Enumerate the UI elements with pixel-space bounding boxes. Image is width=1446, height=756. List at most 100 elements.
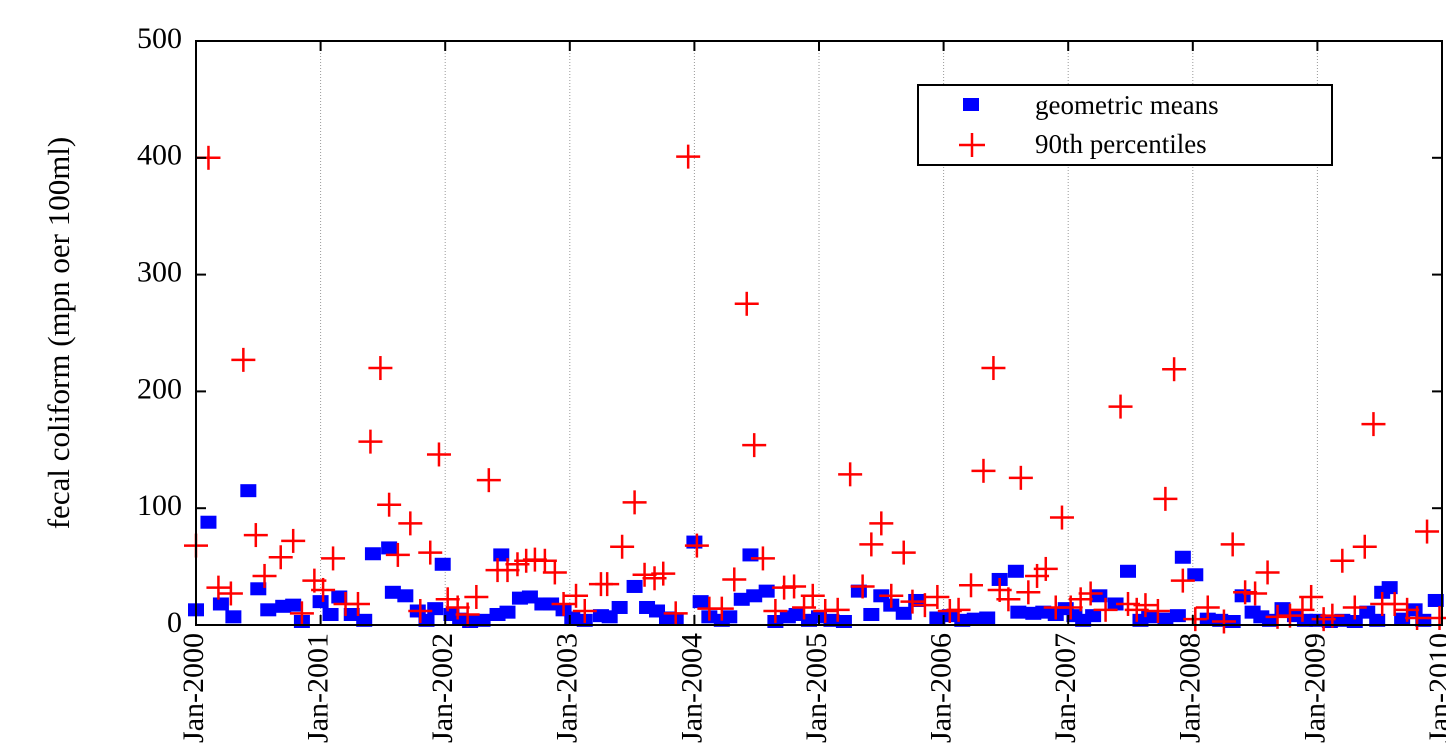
percentile-90-point bbox=[1162, 357, 1187, 382]
geometric-mean-point bbox=[434, 557, 451, 571]
percentile-90-point bbox=[311, 577, 336, 602]
percentile-90-point bbox=[281, 528, 306, 553]
y-tick-label: 200 bbox=[137, 372, 182, 405]
geometric-mean-point bbox=[212, 597, 229, 611]
legend-box bbox=[917, 84, 1333, 166]
geometric-mean-point bbox=[384, 585, 401, 599]
x-tick-label: Jan-2008 bbox=[1174, 633, 1207, 743]
percentile-90-point bbox=[345, 591, 370, 616]
percentile-90-point bbox=[358, 429, 383, 454]
percentile-90-point bbox=[398, 511, 423, 536]
percentile-90-point bbox=[476, 468, 501, 493]
percentile-90-point bbox=[709, 596, 734, 621]
percentile-90-point bbox=[946, 597, 971, 622]
percentile-90-point bbox=[838, 462, 863, 487]
percentile-90-point bbox=[551, 591, 576, 616]
percentile-90-point bbox=[610, 534, 635, 559]
percentile-90-point bbox=[1183, 607, 1208, 632]
geometric-mean-point bbox=[692, 595, 709, 609]
percentile-90-point bbox=[763, 598, 788, 623]
geometric-mean-point bbox=[1107, 597, 1124, 611]
percentile-90-point bbox=[385, 542, 410, 567]
legend-label-geometric-means: geometric means bbox=[1035, 90, 1219, 120]
percentile-90-point bbox=[243, 523, 268, 548]
geometric-mean-point bbox=[1169, 609, 1186, 623]
percentile-90-point bbox=[532, 548, 557, 573]
x-tick-label: Jan-2002 bbox=[426, 633, 459, 743]
percentile-90-point bbox=[1382, 591, 1407, 616]
geometric-mean-point bbox=[322, 607, 339, 621]
geometric-mean-point bbox=[200, 515, 217, 529]
percentile-90-point bbox=[734, 291, 759, 316]
percentile-90-point bbox=[1068, 587, 1093, 612]
percentile-90-point bbox=[676, 144, 701, 169]
percentile-90-point bbox=[1361, 412, 1386, 437]
geometric-mean-point bbox=[1334, 613, 1351, 627]
geometric-mean-point bbox=[1369, 613, 1386, 627]
percentile-90-point bbox=[1153, 486, 1178, 511]
geometric-mean-point bbox=[260, 603, 277, 617]
percentile-90-point bbox=[206, 575, 231, 600]
geometric-mean-point bbox=[823, 613, 840, 627]
percentile-90-point bbox=[925, 584, 950, 609]
percentile-90-point bbox=[722, 567, 747, 592]
percentile-90-point bbox=[377, 492, 402, 517]
geometric-mean-point bbox=[343, 607, 360, 621]
grid-lines bbox=[320, 41, 1318, 625]
percentile-90-point bbox=[1016, 580, 1041, 605]
percentile-90-point bbox=[218, 581, 243, 606]
percentile-90-point bbox=[900, 589, 925, 614]
percentile-90-point bbox=[622, 490, 647, 515]
geometric-mean-point bbox=[1381, 581, 1398, 595]
geometric-mean-point bbox=[1296, 613, 1313, 627]
percentile-90-point bbox=[1342, 595, 1367, 620]
geometric-mean-point bbox=[788, 607, 805, 621]
percentile-90-point bbox=[1290, 597, 1315, 622]
percentile-90-point bbox=[879, 583, 904, 608]
percentile-90-point bbox=[252, 563, 277, 588]
percentile-90-point bbox=[825, 597, 850, 622]
geometric-mean-point bbox=[611, 600, 628, 614]
percentile-90-point bbox=[408, 598, 433, 623]
geometric-mean-point bbox=[746, 589, 763, 603]
geometric-mean-point bbox=[250, 582, 267, 596]
geometric-mean-point bbox=[364, 547, 381, 561]
percentile-90-point bbox=[891, 540, 916, 565]
geometric-mean-point bbox=[1035, 605, 1052, 619]
legend-square-marker bbox=[963, 98, 979, 111]
percentile-90-point bbox=[564, 583, 589, 608]
x-tick-label: Jan-2006 bbox=[924, 633, 957, 743]
x-tick-label: Jan-2004 bbox=[675, 633, 708, 743]
geometric-mean-point bbox=[427, 602, 444, 616]
percentile-90-point bbox=[1277, 603, 1302, 628]
legend-label-90th-percentiles: 90th percentiles bbox=[1035, 129, 1207, 159]
percentile-90-point bbox=[1415, 519, 1440, 544]
percentile-90-point bbox=[1133, 593, 1158, 618]
x-tick-label: Jan-2001 bbox=[301, 633, 334, 743]
percentile-90-point bbox=[859, 532, 884, 557]
geometric-mean-point bbox=[895, 606, 912, 620]
percentile-90-point bbox=[996, 587, 1021, 612]
y-tick-label: 400 bbox=[137, 139, 182, 172]
geometric-mean-point bbox=[1174, 550, 1191, 564]
percentile-90-point bbox=[1008, 465, 1033, 490]
x-tick-label: Jan-2009 bbox=[1298, 633, 1331, 743]
legend: geometric means 90th percentiles bbox=[917, 84, 1333, 166]
geometric-mean-point bbox=[1120, 564, 1137, 578]
data-points bbox=[184, 144, 1446, 634]
y-tick-label: 100 bbox=[137, 489, 182, 522]
geometric-mean-point bbox=[474, 613, 491, 627]
percentile-90-point bbox=[1352, 534, 1377, 559]
y-tick-label: 300 bbox=[137, 255, 182, 288]
percentile-90-point bbox=[1220, 532, 1245, 557]
percentile-90-point bbox=[418, 540, 443, 565]
percentile-90-point bbox=[231, 347, 256, 372]
percentile-90-point bbox=[782, 574, 807, 599]
geometric-mean-point bbox=[543, 597, 560, 611]
percentile-90-point bbox=[268, 545, 293, 570]
geometric-mean-point bbox=[356, 613, 373, 627]
percentile-90-point bbox=[1108, 394, 1133, 419]
y-axis-label: fecal coliform (mpn oer 100ml) bbox=[41, 137, 76, 530]
legend-plus-marker bbox=[959, 133, 985, 157]
